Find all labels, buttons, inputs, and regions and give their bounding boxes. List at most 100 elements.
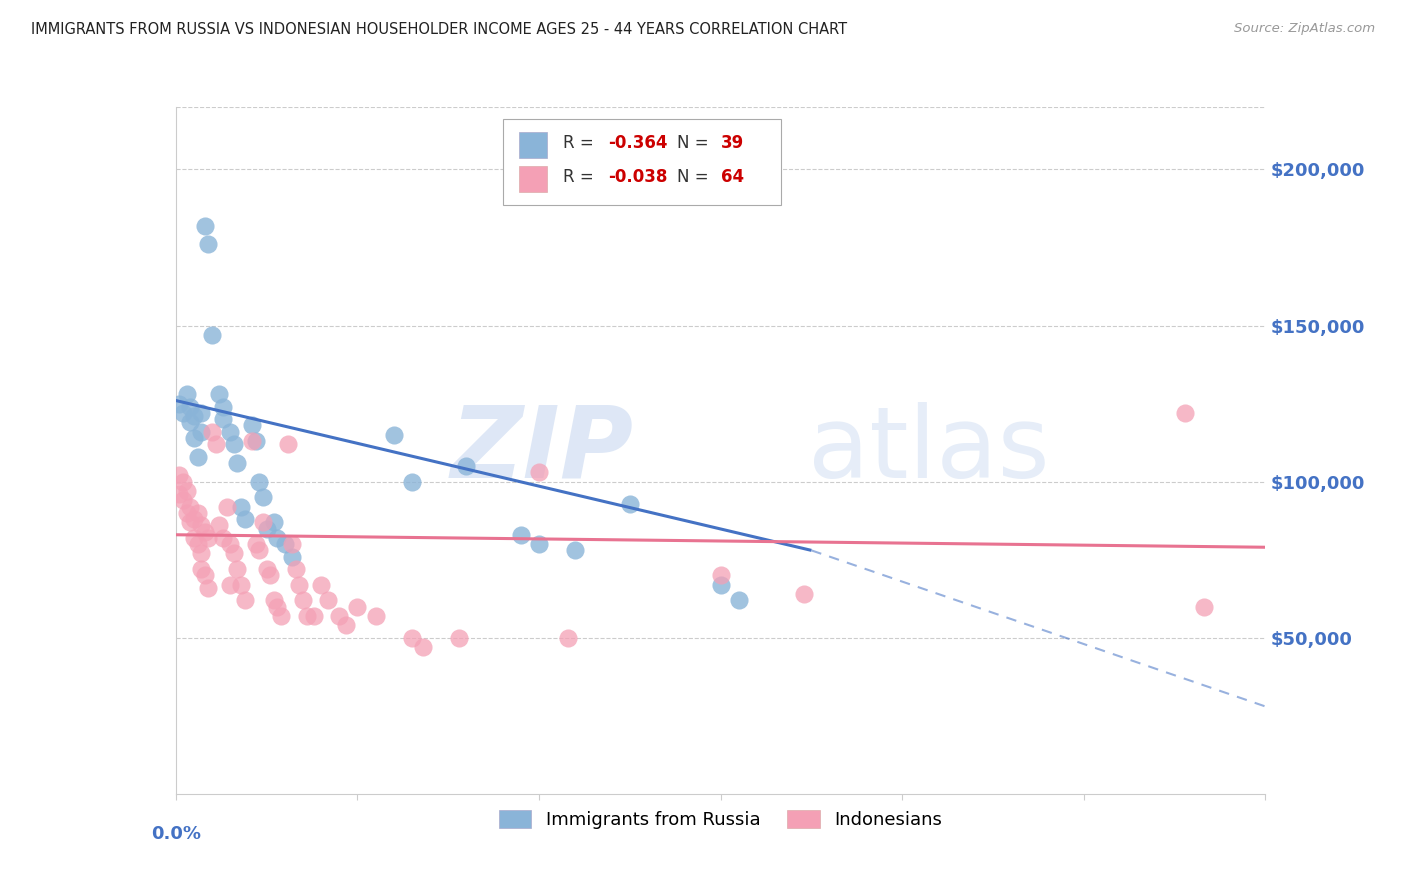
Point bbox=[401, 475, 423, 489]
Point bbox=[295, 608, 318, 623]
Point bbox=[247, 475, 270, 489]
Point bbox=[291, 593, 314, 607]
Point bbox=[266, 599, 288, 614]
Point bbox=[727, 593, 749, 607]
Text: 0.0%: 0.0% bbox=[150, 825, 201, 843]
Text: -0.038: -0.038 bbox=[609, 168, 668, 186]
Point bbox=[172, 475, 194, 489]
Point bbox=[259, 568, 281, 582]
Point bbox=[277, 437, 299, 451]
Point bbox=[266, 531, 288, 545]
Point bbox=[219, 425, 242, 439]
Point bbox=[215, 500, 238, 514]
Point bbox=[245, 537, 267, 551]
Point bbox=[194, 568, 217, 582]
Point bbox=[274, 537, 297, 551]
Point bbox=[186, 506, 209, 520]
Point bbox=[710, 578, 733, 592]
Point bbox=[1174, 406, 1197, 420]
Point bbox=[194, 524, 217, 539]
Point bbox=[240, 418, 263, 433]
Point bbox=[231, 578, 253, 592]
Point bbox=[281, 549, 304, 564]
Point bbox=[527, 537, 550, 551]
Point bbox=[219, 537, 242, 551]
Point bbox=[447, 631, 470, 645]
Point bbox=[204, 437, 226, 451]
Point bbox=[233, 593, 256, 607]
Point bbox=[318, 593, 340, 607]
Point bbox=[557, 631, 579, 645]
Legend: Immigrants from Russia, Indonesians: Immigrants from Russia, Indonesians bbox=[492, 803, 949, 837]
Point bbox=[346, 599, 368, 614]
Point bbox=[456, 458, 478, 473]
Point bbox=[201, 328, 224, 343]
Point bbox=[179, 400, 201, 414]
Text: R =: R = bbox=[562, 134, 599, 152]
Point bbox=[288, 578, 311, 592]
Point bbox=[183, 409, 205, 424]
Point bbox=[710, 568, 733, 582]
Point bbox=[179, 415, 201, 429]
Point bbox=[240, 434, 263, 449]
Point bbox=[186, 537, 209, 551]
Point bbox=[212, 531, 235, 545]
Point bbox=[226, 456, 249, 470]
Point bbox=[281, 537, 304, 551]
Point bbox=[263, 515, 285, 529]
Point bbox=[176, 387, 198, 401]
Point bbox=[328, 608, 350, 623]
Point bbox=[222, 437, 245, 451]
Text: 64: 64 bbox=[721, 168, 744, 186]
Point bbox=[382, 427, 405, 442]
Point bbox=[401, 631, 423, 645]
Point bbox=[201, 425, 224, 439]
Point bbox=[197, 237, 219, 252]
Point bbox=[527, 466, 550, 480]
Point bbox=[169, 487, 191, 501]
Point bbox=[245, 434, 267, 449]
Point bbox=[190, 562, 212, 576]
Point bbox=[270, 608, 292, 623]
Point bbox=[176, 483, 198, 498]
FancyBboxPatch shape bbox=[503, 119, 780, 204]
Text: N =: N = bbox=[678, 134, 714, 152]
Text: atlas: atlas bbox=[807, 402, 1049, 499]
Point bbox=[233, 512, 256, 526]
Point bbox=[179, 500, 201, 514]
Point bbox=[247, 543, 270, 558]
Point bbox=[212, 412, 235, 426]
Point bbox=[302, 608, 325, 623]
Point bbox=[183, 531, 205, 545]
Point bbox=[509, 527, 531, 541]
Point bbox=[169, 396, 191, 410]
Point bbox=[412, 640, 434, 655]
Point bbox=[190, 425, 212, 439]
Point bbox=[212, 400, 235, 414]
Point bbox=[190, 518, 212, 533]
Point bbox=[219, 578, 242, 592]
Point bbox=[263, 593, 285, 607]
Point bbox=[172, 493, 194, 508]
Point bbox=[208, 387, 231, 401]
Point bbox=[208, 518, 231, 533]
Point bbox=[309, 578, 332, 592]
Point bbox=[226, 562, 249, 576]
Point bbox=[183, 431, 205, 445]
Text: IMMIGRANTS FROM RUSSIA VS INDONESIAN HOUSEHOLDER INCOME AGES 25 - 44 YEARS CORRE: IMMIGRANTS FROM RUSSIA VS INDONESIAN HOU… bbox=[31, 22, 846, 37]
Text: -0.364: -0.364 bbox=[609, 134, 668, 152]
Point bbox=[793, 587, 815, 601]
Point bbox=[564, 543, 586, 558]
Point bbox=[231, 500, 253, 514]
Point bbox=[179, 515, 201, 529]
Point bbox=[176, 506, 198, 520]
Point bbox=[190, 406, 212, 420]
Text: R =: R = bbox=[562, 168, 599, 186]
Point bbox=[186, 450, 209, 464]
Point bbox=[284, 562, 307, 576]
Point bbox=[190, 546, 212, 561]
Point bbox=[256, 562, 278, 576]
Point bbox=[1192, 599, 1215, 614]
Point bbox=[252, 490, 274, 504]
Point bbox=[222, 546, 245, 561]
